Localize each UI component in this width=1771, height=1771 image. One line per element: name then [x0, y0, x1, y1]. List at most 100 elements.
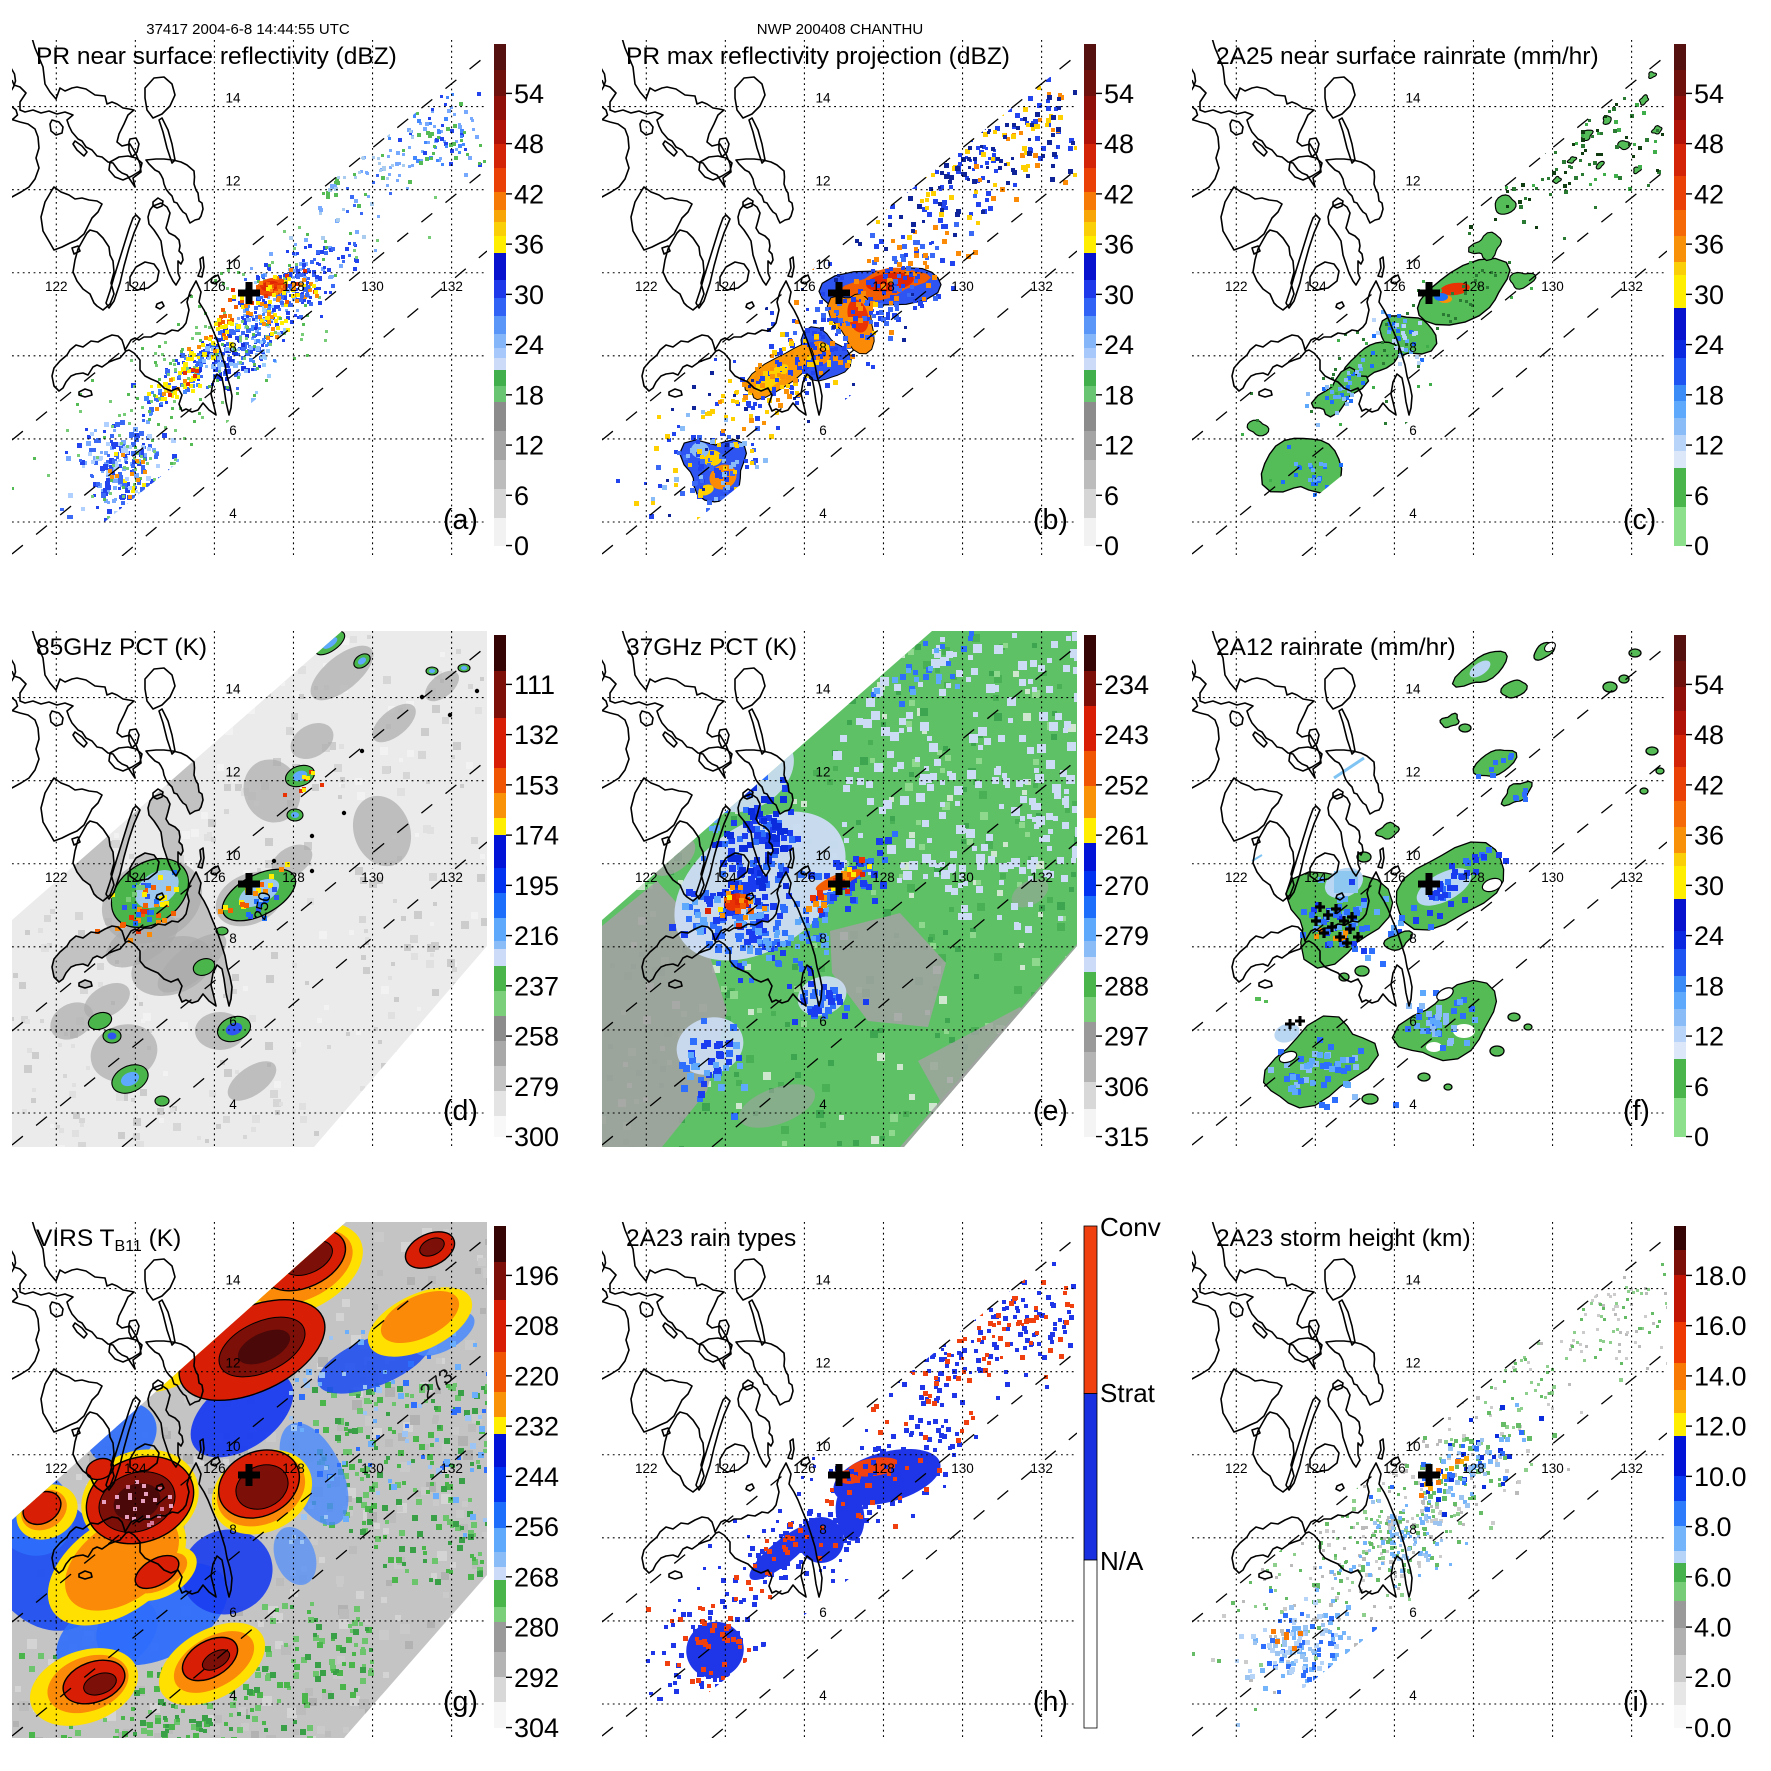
svg-text:2A12 rainrate (mm/hr): 2A12 rainrate (mm/hr)	[1216, 634, 1456, 661]
svg-text:12: 12	[1694, 431, 1724, 461]
svg-text:16.0: 16.0	[1694, 1311, 1747, 1341]
svg-text:195: 195	[514, 871, 559, 901]
svg-text:Conv: Conv	[1100, 1212, 1161, 1242]
svg-text:288: 288	[1104, 971, 1149, 1001]
svg-text:PR max reflectivity projection: PR max reflectivity projection (dBZ)	[626, 43, 1010, 70]
svg-text:30: 30	[1104, 280, 1134, 310]
svg-text:42: 42	[1694, 770, 1724, 800]
svg-text:24: 24	[514, 330, 544, 360]
svg-text:42: 42	[1104, 179, 1134, 209]
svg-text:297: 297	[1104, 1022, 1149, 1052]
svg-text:2A23 storm height (km): 2A23 storm height (km)	[1216, 1225, 1471, 1252]
svg-text:0: 0	[1104, 531, 1119, 561]
svg-text:6: 6	[1694, 481, 1709, 511]
svg-text:6: 6	[1694, 1072, 1709, 1102]
svg-text:54: 54	[1694, 670, 1724, 700]
svg-text:306: 306	[1104, 1072, 1149, 1102]
svg-text:37GHz PCT (K): 37GHz PCT (K)	[626, 634, 797, 661]
svg-text:37417 2004-6-8 14:44:55 UTC: 37417 2004-6-8 14:44:55 UTC	[146, 21, 350, 38]
svg-text:153: 153	[514, 770, 559, 800]
svg-text:10.0: 10.0	[1694, 1462, 1747, 1492]
svg-text:132: 132	[514, 720, 559, 750]
svg-text:12: 12	[514, 431, 544, 461]
svg-text:36: 36	[514, 230, 544, 260]
svg-text:208: 208	[514, 1311, 559, 1341]
svg-text:36: 36	[1694, 230, 1724, 260]
svg-text:256: 256	[514, 1512, 559, 1542]
svg-text:174: 174	[514, 821, 559, 851]
svg-text:4.0: 4.0	[1694, 1613, 1732, 1643]
svg-text:252: 252	[1104, 770, 1149, 800]
svg-text:54: 54	[1694, 79, 1724, 109]
svg-text:36: 36	[1694, 821, 1724, 851]
svg-text:258: 258	[514, 1022, 559, 1052]
svg-text:(g): (g)	[443, 1686, 478, 1718]
svg-text:30: 30	[514, 280, 544, 310]
svg-text:(c): (c)	[1623, 504, 1656, 536]
svg-text:292: 292	[514, 1663, 559, 1693]
svg-text:36: 36	[1104, 230, 1134, 260]
svg-text:30: 30	[1694, 280, 1724, 310]
svg-text:12.0: 12.0	[1694, 1412, 1747, 1442]
svg-text:279: 279	[1104, 921, 1149, 951]
svg-text:48: 48	[1694, 129, 1724, 159]
svg-text:261: 261	[1104, 821, 1149, 851]
svg-text:270: 270	[1104, 871, 1149, 901]
svg-text:268: 268	[514, 1562, 559, 1592]
svg-text:48: 48	[1104, 129, 1134, 159]
svg-text:0: 0	[1694, 1122, 1709, 1152]
svg-text:54: 54	[1104, 79, 1134, 109]
svg-text:18.0: 18.0	[1694, 1261, 1747, 1291]
svg-text:14.0: 14.0	[1694, 1361, 1747, 1391]
svg-text:18: 18	[1694, 971, 1724, 1001]
svg-text:234: 234	[1104, 670, 1149, 700]
svg-text:42: 42	[1694, 179, 1724, 209]
svg-text:6: 6	[1104, 481, 1119, 511]
svg-text:(a): (a)	[443, 504, 478, 536]
svg-text:85GHz PCT (K): 85GHz PCT (K)	[36, 634, 207, 661]
svg-text:12: 12	[1694, 1022, 1724, 1052]
svg-text:280: 280	[514, 1613, 559, 1643]
svg-text:232: 232	[514, 1412, 559, 1442]
svg-text:18: 18	[1104, 380, 1134, 410]
svg-text:0: 0	[1694, 531, 1709, 561]
svg-text:315: 315	[1104, 1122, 1149, 1152]
svg-text:300: 300	[514, 1122, 559, 1152]
svg-text:12: 12	[1104, 431, 1134, 461]
svg-text:48: 48	[514, 129, 544, 159]
svg-text:2A25 near surface rainrate (mm: 2A25 near surface rainrate (mm/hr)	[1216, 43, 1599, 70]
svg-text:NWP 200408 CHANTHU: NWP 200408 CHANTHU	[757, 21, 923, 38]
svg-text:6.0: 6.0	[1694, 1562, 1732, 1592]
svg-text:24: 24	[1694, 330, 1724, 360]
svg-text:(e): (e)	[1033, 1095, 1068, 1127]
svg-text:2.0: 2.0	[1694, 1663, 1732, 1693]
svg-text:196: 196	[514, 1261, 559, 1291]
svg-text:244: 244	[514, 1462, 559, 1492]
svg-text:(i): (i)	[1623, 1686, 1648, 1718]
svg-text:24: 24	[1694, 921, 1724, 951]
svg-text:8.0: 8.0	[1694, 1512, 1732, 1542]
svg-text:54: 54	[514, 79, 544, 109]
svg-text:304: 304	[514, 1713, 559, 1743]
svg-text:220: 220	[514, 1361, 559, 1391]
svg-text:18: 18	[1694, 380, 1724, 410]
svg-text:Strat: Strat	[1100, 1378, 1156, 1408]
svg-text:30: 30	[1694, 871, 1724, 901]
svg-text:111: 111	[514, 670, 555, 700]
svg-text:N/A: N/A	[1100, 1546, 1144, 1576]
svg-text:237: 237	[514, 971, 559, 1001]
svg-text:PR near surface reflectivity (: PR near surface reflectivity (dBZ)	[36, 43, 397, 70]
svg-text:(h): (h)	[1033, 1686, 1068, 1718]
svg-text:0.0: 0.0	[1694, 1713, 1732, 1743]
svg-text:243: 243	[1104, 720, 1149, 750]
svg-text:0: 0	[514, 531, 529, 561]
svg-text:(d): (d)	[443, 1095, 478, 1127]
svg-text:18: 18	[514, 380, 544, 410]
svg-text:42: 42	[514, 179, 544, 209]
svg-text:6: 6	[514, 481, 529, 511]
svg-text:2A23 rain types: 2A23 rain types	[626, 1225, 796, 1252]
svg-text:VIRS TB11 (K): VIRS TB11 (K)	[36, 1225, 181, 1255]
svg-text:216: 216	[514, 921, 559, 951]
svg-text:24: 24	[1104, 330, 1134, 360]
svg-text:(b): (b)	[1033, 504, 1068, 536]
